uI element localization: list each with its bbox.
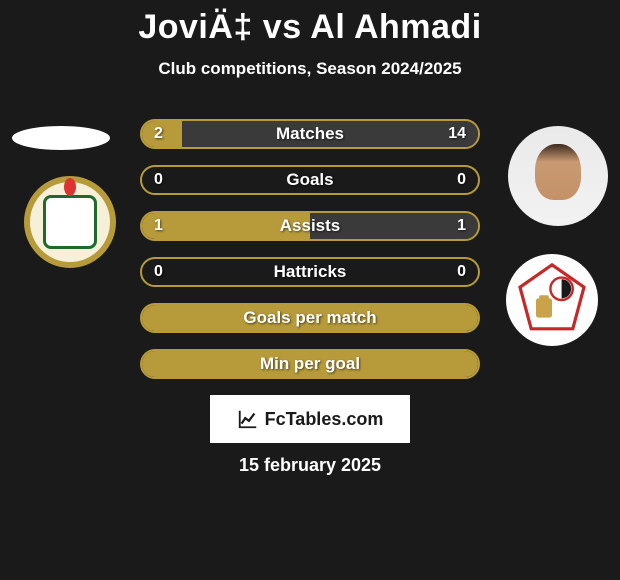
stat-label: Assists xyxy=(280,216,340,236)
stat-row: Min per goal xyxy=(140,349,480,379)
stat-row: 0 0 Goals xyxy=(140,165,480,195)
player-left-avatar xyxy=(12,126,110,150)
badge-left-flame-icon xyxy=(64,178,76,196)
fctables-text: FcTables.com xyxy=(265,409,384,430)
stat-label: Matches xyxy=(276,124,344,144)
stat-right-value: 1 xyxy=(457,217,466,235)
infographic-container: JoviÄ‡ vs Al Ahmadi Club competitions, S… xyxy=(0,0,620,580)
stat-label: Min per goal xyxy=(260,354,360,374)
stat-row: 1 1 Assists xyxy=(140,211,480,241)
club-badge-left xyxy=(24,176,116,268)
stat-left-value: 2 xyxy=(154,125,163,143)
stat-row: 2 14 Matches xyxy=(140,119,480,149)
player-right-face xyxy=(535,144,581,200)
stat-row: 0 0 Hattricks xyxy=(140,257,480,287)
fctables-logo: FcTables.com xyxy=(210,395,410,443)
date-text: 15 february 2025 xyxy=(0,455,620,476)
stat-left-value: 1 xyxy=(154,217,163,235)
stat-left-value: 0 xyxy=(154,171,163,189)
chart-icon xyxy=(237,408,259,430)
stat-row: Goals per match xyxy=(140,303,480,333)
stat-label: Hattricks xyxy=(274,262,347,282)
stat-label: Goals xyxy=(286,170,333,190)
page-title: JoviÄ‡ vs Al Ahmadi xyxy=(0,8,620,47)
stat-right-value: 0 xyxy=(457,263,466,281)
stat-right-value: 14 xyxy=(448,125,466,143)
stat-label: Goals per match xyxy=(243,308,376,328)
player-right-avatar xyxy=(508,126,608,226)
badge-left-inner xyxy=(43,195,97,249)
badge-right-icon xyxy=(512,260,592,340)
club-badge-right xyxy=(506,254,598,346)
stat-left-value: 0 xyxy=(154,263,163,281)
stat-right-value: 0 xyxy=(457,171,466,189)
subtitle: Club competitions, Season 2024/2025 xyxy=(0,59,620,79)
